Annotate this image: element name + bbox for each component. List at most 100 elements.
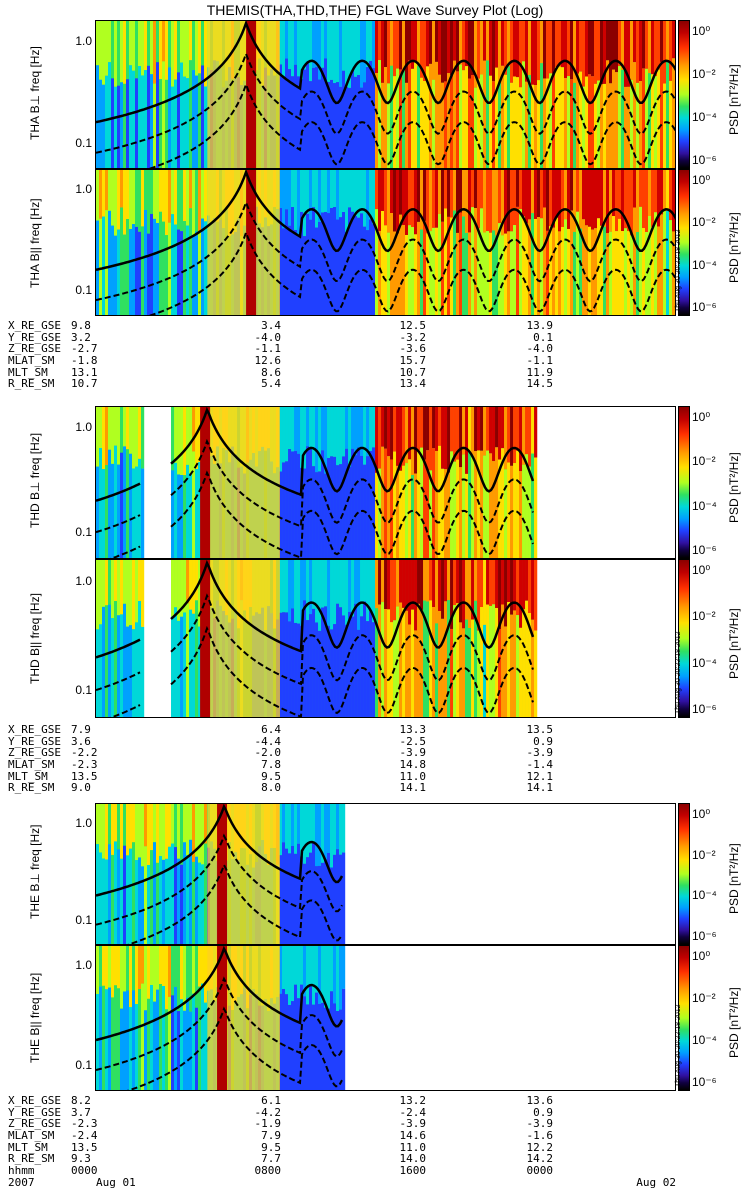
spectral-band bbox=[327, 213, 331, 315]
spectral-band bbox=[198, 560, 202, 627]
spectral-band bbox=[114, 170, 118, 236]
spectral-band bbox=[294, 622, 298, 717]
spectral-band bbox=[282, 21, 286, 77]
spectral-band bbox=[621, 231, 625, 315]
spectral-band bbox=[123, 946, 127, 992]
spectral-band bbox=[153, 804, 157, 843]
spectral-band bbox=[336, 219, 340, 315]
spectral-band bbox=[108, 604, 112, 717]
spectral-band bbox=[360, 87, 364, 168]
spectral-band bbox=[120, 407, 124, 453]
spectral-band bbox=[300, 79, 304, 168]
spectral-band bbox=[159, 170, 163, 212]
spectral-band bbox=[561, 67, 565, 168]
spectral-band bbox=[528, 466, 532, 558]
spectral-band bbox=[375, 407, 379, 473]
spectral-band bbox=[468, 170, 472, 233]
spectral-band bbox=[99, 21, 103, 80]
spectral-band bbox=[132, 468, 136, 558]
spectral-band bbox=[171, 843, 175, 944]
spectral-band bbox=[648, 215, 652, 315]
spectral-band bbox=[633, 170, 637, 208]
spectral-band bbox=[105, 407, 109, 466]
spectral-band bbox=[357, 560, 361, 630]
spectral-band bbox=[387, 83, 391, 168]
ephemeris-value: 13.9 bbox=[526, 319, 554, 332]
colorbar-tick-label: 10⁻² bbox=[692, 215, 716, 230]
spectral-band bbox=[516, 615, 520, 717]
spectral-band bbox=[384, 67, 388, 168]
spectral-band bbox=[522, 464, 526, 558]
ephemeris-value: 12.5 bbox=[399, 319, 427, 332]
spectral-band bbox=[300, 625, 304, 717]
ephemeris-row: Z_RE_GSE -2.2 -2.0 -3.9 -3.9 bbox=[8, 747, 668, 759]
ephemeris-row: MLT_SM 13.1 8.6 10.7 11.9 bbox=[8, 367, 668, 379]
ephemeris-value: 12.1 bbox=[526, 769, 554, 783]
spectral-band bbox=[168, 67, 172, 168]
spectral-band bbox=[195, 804, 199, 857]
spectral-band bbox=[165, 235, 169, 315]
spectral-band bbox=[198, 21, 202, 74]
spectral-band bbox=[495, 21, 499, 68]
spectral-band bbox=[423, 81, 427, 168]
spectral-band bbox=[519, 21, 523, 88]
spectral-band bbox=[567, 170, 571, 229]
ephemeris-row: R_RE_SM 9.3 7.7 14.0 14.2 bbox=[8, 1153, 668, 1165]
spectral-band bbox=[177, 474, 181, 558]
spectral-band bbox=[117, 849, 121, 944]
spectral-band bbox=[288, 225, 292, 315]
spectral-band bbox=[441, 560, 445, 619]
spectral-band bbox=[450, 217, 454, 315]
spectral-band bbox=[396, 233, 400, 315]
spectral-band bbox=[669, 80, 673, 168]
spectral-band bbox=[483, 232, 487, 315]
spectral-band bbox=[198, 626, 202, 717]
spectral-band bbox=[180, 999, 184, 1090]
spectral-band bbox=[450, 407, 454, 452]
colorbar-tick-label: 10⁻² bbox=[692, 847, 716, 862]
spectral-band bbox=[399, 21, 403, 70]
spectral-band bbox=[183, 407, 187, 476]
spectral-band bbox=[141, 21, 145, 76]
spectral-band bbox=[327, 81, 331, 168]
colorbar bbox=[678, 559, 690, 718]
ephemeris-value: -4.2 bbox=[254, 1105, 282, 1119]
spectral-band bbox=[522, 609, 526, 717]
spectral-band bbox=[486, 560, 490, 605]
spectral-band bbox=[120, 21, 124, 83]
ephemeris-value: 3.2 bbox=[71, 330, 91, 344]
spectral-band bbox=[135, 170, 139, 227]
spectral-band bbox=[435, 623, 439, 717]
spectral-band bbox=[390, 622, 394, 717]
spectral-band bbox=[552, 21, 556, 74]
spectral-band bbox=[186, 855, 190, 944]
spectral-band bbox=[417, 603, 421, 717]
spectral-band bbox=[135, 1004, 139, 1090]
spectral-band bbox=[360, 213, 364, 315]
spectral-band bbox=[438, 445, 442, 558]
spectral-band bbox=[543, 170, 547, 208]
spectral-band bbox=[312, 608, 316, 717]
spectral-band bbox=[138, 560, 142, 601]
ephemeris-value: -2.4 bbox=[399, 1105, 427, 1119]
spectral-band bbox=[201, 65, 205, 168]
spectral-band bbox=[471, 207, 475, 315]
spectral-band bbox=[474, 451, 478, 558]
spectral-band bbox=[186, 464, 190, 558]
spectrogram-panel bbox=[95, 20, 676, 169]
spectral-band bbox=[447, 170, 451, 217]
spectral-band bbox=[279, 208, 283, 315]
spectral-band bbox=[390, 407, 394, 460]
spectral-band bbox=[150, 984, 154, 1090]
spectral-band bbox=[189, 804, 193, 840]
spectral-band bbox=[288, 946, 292, 1005]
spectral-band bbox=[204, 21, 208, 87]
spectral-band bbox=[177, 407, 181, 475]
colorbar bbox=[678, 169, 690, 316]
spectral-band bbox=[597, 21, 601, 81]
spectral-band bbox=[108, 170, 112, 211]
spectrogram-panel bbox=[95, 559, 676, 718]
spectral-band bbox=[171, 616, 175, 717]
spectral-band bbox=[114, 946, 118, 986]
ephemeris-value: 6.1 bbox=[261, 1094, 281, 1107]
